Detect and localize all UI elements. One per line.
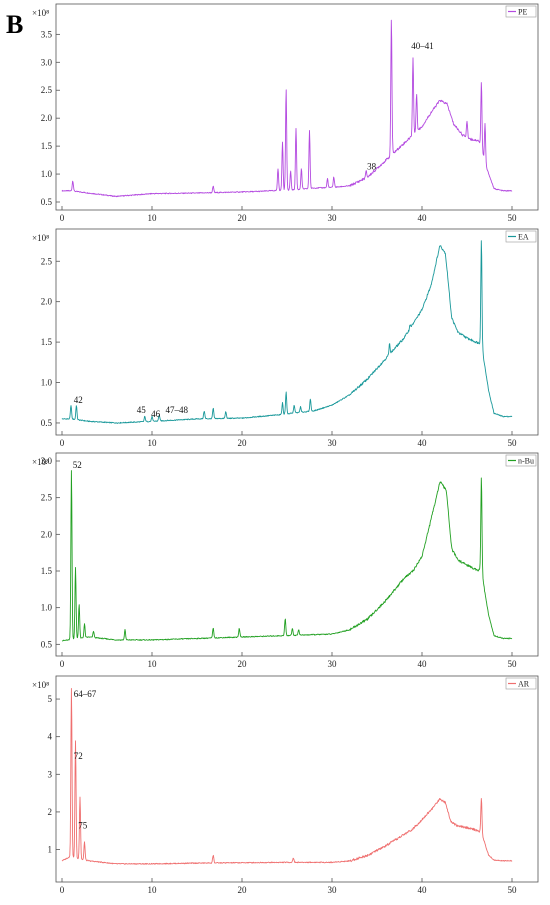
- x-tick-label: 30: [328, 213, 338, 223]
- figure-label: B: [6, 10, 24, 39]
- x-tick-label: 20: [238, 885, 248, 895]
- x-tick-label: 40: [418, 213, 428, 223]
- x-tick-label: 30: [328, 885, 338, 895]
- x-tick-label: 20: [238, 213, 248, 223]
- x-tick-label: 40: [418, 659, 428, 669]
- chart-panel-pe: 0 10 20 30 40 50 0.5 1.0 1.5 2.0 2.5 3.0 3.5 ×10⁸ PE 38…: [32, 3, 539, 223]
- y-tick-label: 1.0: [41, 378, 53, 388]
- legend-box: [505, 5, 537, 18]
- x-tick-label: 0: [60, 213, 65, 223]
- y-tick-label: 4: [48, 732, 53, 742]
- x-tick-label: 50: [508, 885, 518, 895]
- y-tick-label: 0.5: [41, 197, 53, 207]
- series-line: [61, 688, 513, 865]
- peak-annotation: 42: [74, 395, 83, 405]
- legend-box: [505, 454, 537, 467]
- legend-label: AR: [518, 680, 530, 689]
- series-line: [61, 240, 513, 424]
- peak-annotation: 75: [78, 821, 88, 831]
- y-tick-label: 0.5: [41, 639, 53, 649]
- x-tick-label: 50: [508, 213, 518, 223]
- plot-frame: [55, 675, 539, 883]
- legend: AR: [505, 677, 537, 690]
- peak-annotation: 64–67: [74, 689, 97, 699]
- y-scale-exponent: ×10⁸: [32, 8, 49, 18]
- chart-panel-ea: 0 10 20 30 40 50 0.5 1.0 1.5 2.0 2.5 ×10⁸ EA 42 45 46 47…: [32, 228, 539, 448]
- peak-annotation: 47–48: [166, 405, 189, 415]
- legend: EA: [505, 230, 537, 243]
- y-tick-label: 1.5: [41, 141, 53, 151]
- y-scale-exponent: ×10⁸: [32, 233, 49, 243]
- peak-annotation: 46: [151, 409, 161, 419]
- chart-panel-n-bu: 0 10 20 30 40 50 0.5 1.0 1.5 2.0 2.5 3.0×10⁸ n-Bu 52: [32, 452, 539, 669]
- x-tick-label: 10: [148, 885, 158, 895]
- legend-box: [505, 677, 537, 690]
- y-tick-label: 3.5: [41, 29, 53, 39]
- y-tick-label: 2.0: [41, 297, 53, 307]
- y-tick-label: 2.5: [41, 85, 53, 95]
- legend-label: n-Bu: [518, 457, 534, 466]
- legend: PE: [505, 5, 537, 18]
- y-tick-label: 2.0: [41, 529, 53, 539]
- y-scale-exponent: ×10⁸: [32, 457, 49, 467]
- y-tick-label: 0.5: [41, 418, 53, 428]
- y-tick-label: 2: [48, 807, 53, 817]
- legend-box: [505, 230, 537, 243]
- plot-frame: [55, 228, 539, 436]
- x-tick-label: 10: [148, 438, 158, 448]
- series-line: [61, 19, 513, 198]
- x-tick-label: 20: [238, 659, 248, 669]
- y-tick-label: 1.5: [41, 566, 53, 576]
- legend-label: PE: [518, 8, 527, 17]
- y-tick-label: 3.0: [41, 57, 53, 67]
- y-tick-label: 5: [48, 694, 53, 704]
- x-tick-label: 30: [328, 659, 338, 669]
- y-scale-exponent: ×10⁸: [32, 680, 49, 690]
- x-tick-label: 10: [148, 213, 158, 223]
- peak-annotation: 52: [73, 460, 82, 470]
- y-tick-label: 3: [48, 769, 53, 779]
- x-tick-label: 0: [60, 885, 65, 895]
- y-tick-label: 2.5: [41, 256, 53, 266]
- peak-annotation: 72: [74, 751, 83, 761]
- x-tick-label: 50: [508, 659, 518, 669]
- chart-panel-ar: 0 10 20 30 40 50 1 2 3 4 5 ×10⁸ AR 64–67 72 75: [32, 675, 539, 895]
- y-tick-label: 2.5: [41, 493, 53, 503]
- legend-label: EA: [518, 233, 529, 242]
- peak-annotation: 45: [137, 405, 147, 415]
- y-tick-label: 1.5: [41, 337, 53, 347]
- plot-frame: [55, 452, 539, 657]
- y-tick-label: 1: [48, 845, 53, 855]
- x-tick-label: 40: [418, 885, 428, 895]
- legend: n-Bu: [505, 454, 537, 467]
- peak-annotation: 40–41: [411, 41, 434, 51]
- x-tick-label: 20: [238, 438, 248, 448]
- x-tick-label: 50: [508, 438, 518, 448]
- plot-frame: [55, 3, 539, 211]
- y-tick-label: 1.0: [41, 169, 53, 179]
- y-tick-label: 3.0: [41, 456, 53, 466]
- x-tick-label: 40: [418, 438, 428, 448]
- y-tick-label: 2.0: [41, 113, 53, 123]
- x-tick-label: 30: [328, 438, 338, 448]
- x-tick-label: 0: [60, 659, 65, 669]
- x-tick-label: 0: [60, 438, 65, 448]
- series-line: [61, 470, 513, 642]
- x-tick-label: 10: [148, 659, 158, 669]
- peak-annotation: 38: [367, 161, 377, 171]
- y-tick-label: 1.0: [41, 603, 53, 613]
